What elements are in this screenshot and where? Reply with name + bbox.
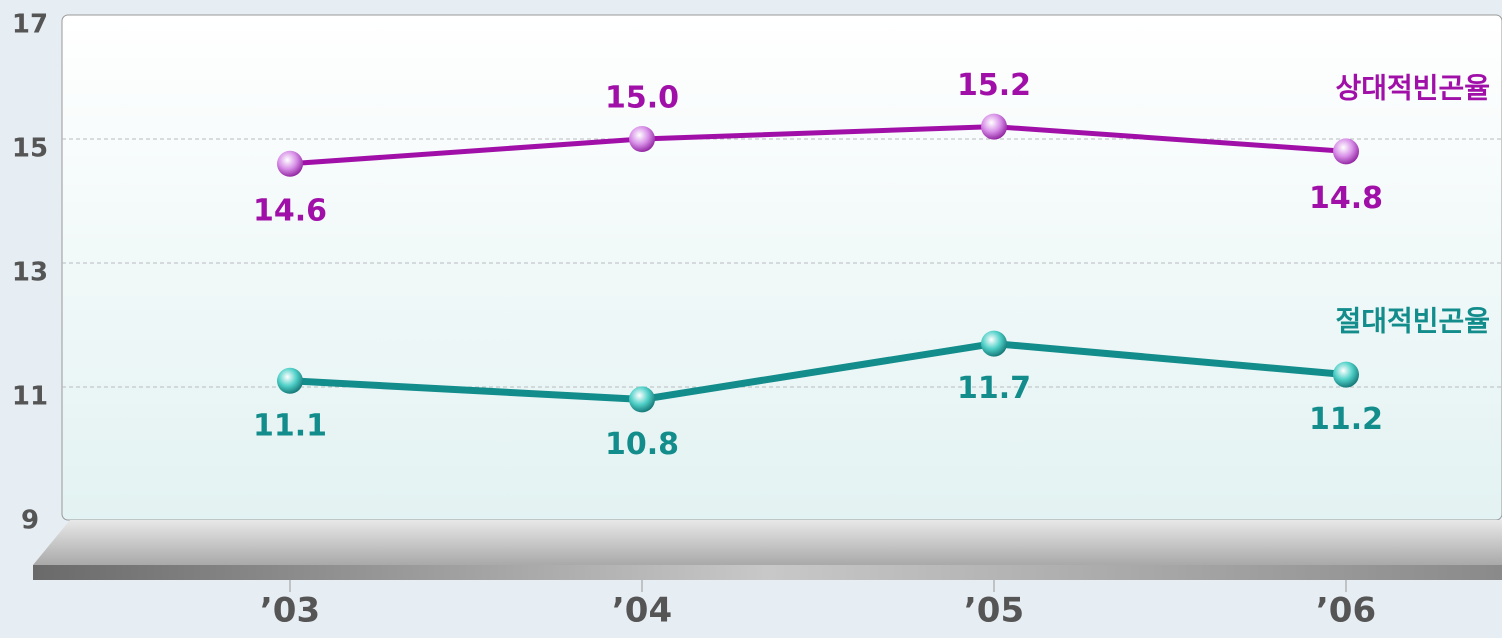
y-tick-label: 11: [12, 382, 48, 412]
x-tick-label: ’04: [612, 591, 672, 631]
plot-area: [61, 14, 1502, 521]
data-label: 11.7: [957, 371, 1031, 406]
data-label: 14.6: [253, 193, 327, 228]
data-label: 10.8: [605, 427, 679, 462]
base-edge: [33, 565, 1502, 580]
x-tick-label: ’06: [1316, 591, 1376, 631]
marker: [981, 113, 1007, 140]
data-label: 11.1: [253, 408, 327, 443]
y-tick-label: 17: [12, 10, 48, 40]
series-label: 상대적빈곤율: [1335, 71, 1490, 104]
base-top: [33, 520, 1502, 565]
x-tick-label: ’03: [260, 591, 320, 631]
marker: [629, 386, 655, 413]
data-label: 15.0: [605, 81, 679, 116]
marker: [1333, 138, 1359, 165]
y-tick-label: 9: [21, 506, 39, 536]
marker: [277, 150, 303, 177]
series-line: [289, 340, 1347, 403]
series-line: [289, 124, 1347, 167]
data-label: 14.8: [1309, 181, 1383, 216]
marker: [1333, 361, 1359, 388]
marker: [277, 367, 303, 394]
y-tick-label: 15: [12, 134, 48, 164]
y-tick-label: 13: [12, 258, 48, 288]
x-tick-label: ’05: [964, 591, 1024, 631]
marker: [981, 330, 1007, 357]
data-label: 15.2: [957, 68, 1031, 103]
marker: [629, 126, 655, 152]
data-label: 11.2: [1309, 402, 1383, 437]
series-label: 절대적빈곤율: [1335, 305, 1490, 338]
